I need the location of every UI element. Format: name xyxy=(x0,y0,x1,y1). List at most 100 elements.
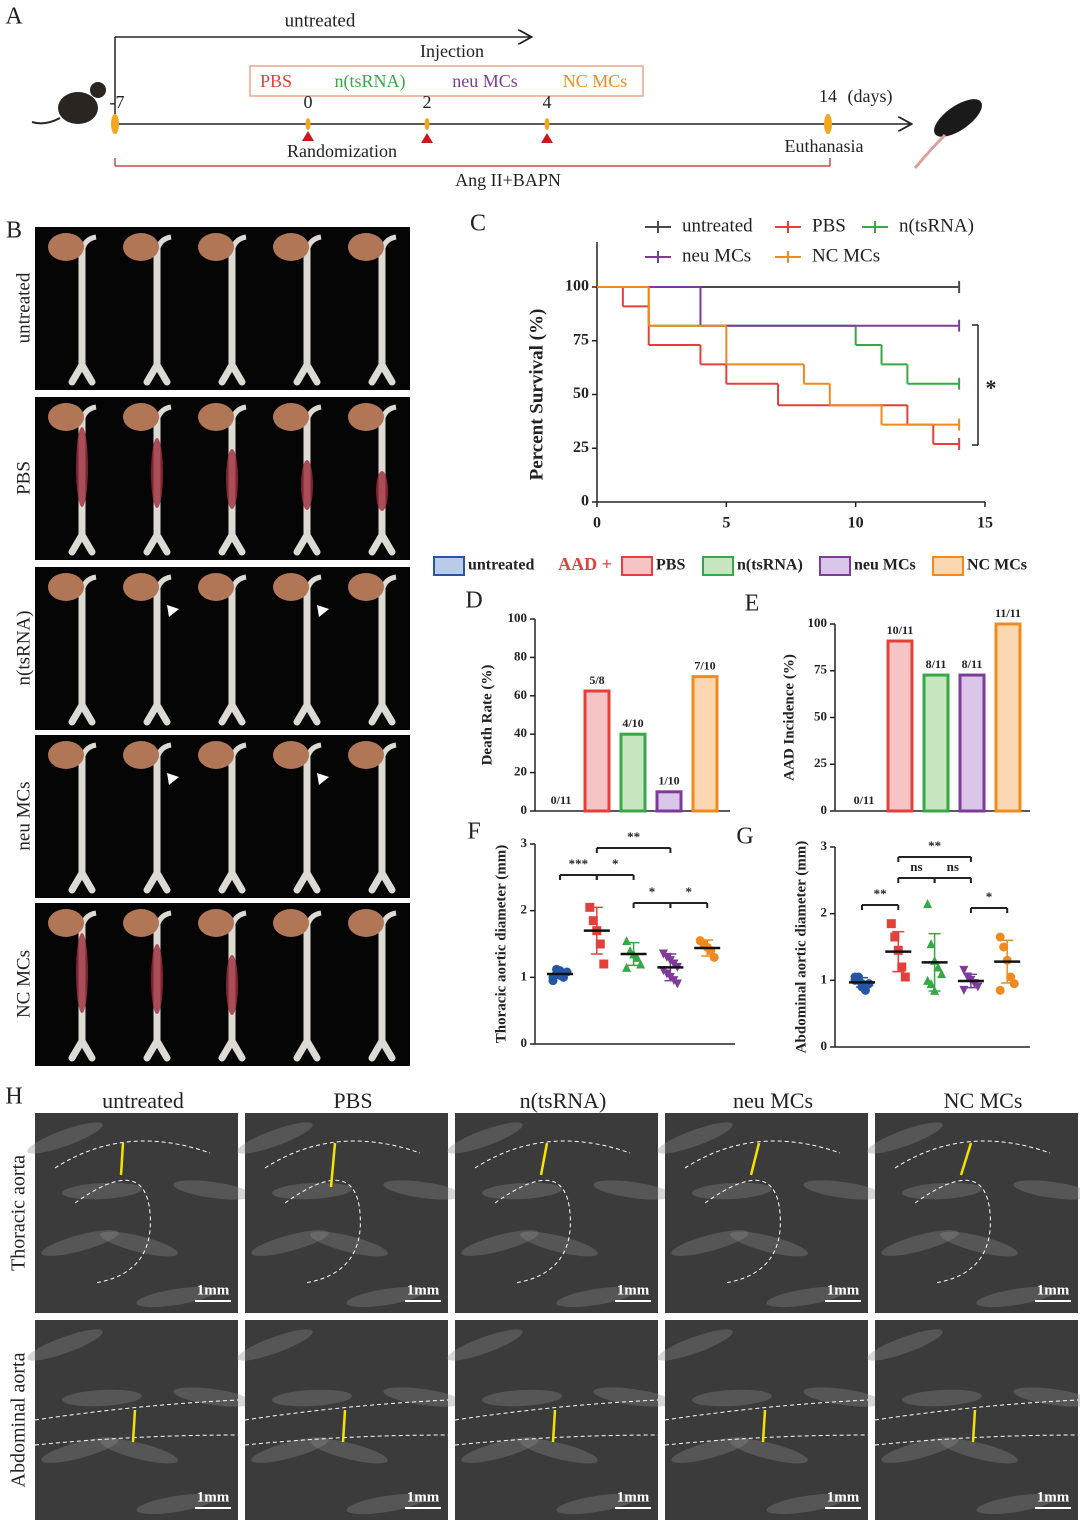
day-label: 2 xyxy=(423,92,432,112)
timepoint-marker xyxy=(544,118,550,130)
x-tick-label: 5 xyxy=(722,515,730,532)
tissue-texture xyxy=(940,1438,1018,1464)
data-point xyxy=(890,932,900,942)
scale-bar-label: 1mm xyxy=(617,1282,650,1298)
ultrasound-image xyxy=(665,1320,868,1520)
column-label: NC MCs xyxy=(944,1088,1023,1113)
tissue-texture xyxy=(556,1286,636,1308)
injection-marker xyxy=(421,133,433,143)
scale-bar-label: 1mm xyxy=(617,1489,650,1505)
data-point xyxy=(636,959,646,969)
data-point xyxy=(926,939,936,949)
tissue-texture xyxy=(1013,1180,1080,1200)
tissue-texture xyxy=(461,1230,539,1256)
scale-bar-label: 1mm xyxy=(407,1489,440,1505)
data-point xyxy=(937,969,947,979)
ultrasound-image xyxy=(875,1320,1078,1520)
y-tick-label: 100 xyxy=(808,615,828,630)
heart xyxy=(123,741,159,769)
bar-value-label: 0/11 xyxy=(854,793,875,807)
tissue-texture xyxy=(383,1180,463,1200)
tissue-texture xyxy=(976,1493,1056,1515)
legend-swatch xyxy=(702,556,734,576)
aorta-vessel xyxy=(143,753,171,894)
legend-swatch xyxy=(932,556,964,576)
y-tick-label: 50 xyxy=(573,385,589,402)
timepoint-marker xyxy=(824,114,832,134)
injection-group: PBS xyxy=(260,71,292,91)
heart xyxy=(348,403,384,431)
tissue-texture xyxy=(346,1286,426,1308)
arrowhead xyxy=(317,773,329,785)
column-label: PBS xyxy=(333,1088,372,1113)
mouse-icon xyxy=(90,82,106,98)
y-tick-label: 50 xyxy=(814,708,827,723)
vessel-outline xyxy=(894,1140,1051,1284)
timepoint-marker xyxy=(111,114,119,134)
significance-label: * xyxy=(649,884,656,899)
significance-label: ns xyxy=(910,859,922,874)
arrowhead xyxy=(167,605,179,617)
injection-group: neu MCs xyxy=(452,71,518,91)
day-label: -7 xyxy=(110,92,125,112)
significance-label: * xyxy=(612,856,619,871)
y-axis-label: Abdominal aortic diameter (mm) xyxy=(793,841,809,1054)
significance-label: ns xyxy=(947,859,959,874)
bar-value-label: 8/11 xyxy=(962,657,983,671)
data-point xyxy=(897,962,907,972)
tissue-texture xyxy=(310,1438,388,1464)
tissue-texture xyxy=(520,1231,598,1257)
aorta-vessel xyxy=(368,753,396,894)
significance-label: * xyxy=(986,889,993,904)
tissue-texture xyxy=(346,1493,426,1515)
bar-value-label: 8/11 xyxy=(926,657,947,671)
tissue-texture xyxy=(593,1387,673,1407)
heart xyxy=(273,909,309,937)
data-point xyxy=(599,959,609,969)
ultrasound-image xyxy=(455,1320,658,1520)
diameter-line xyxy=(761,1409,767,1443)
aorta-vessel xyxy=(368,245,396,386)
data-point xyxy=(709,952,719,962)
ultrasound-image xyxy=(35,1113,238,1313)
y-tick-label: 20 xyxy=(514,764,527,779)
legend-label: neu MCs xyxy=(682,245,751,266)
scale-bar-label: 1mm xyxy=(827,1489,860,1505)
significance-label: ** xyxy=(627,829,640,844)
tissue-texture xyxy=(940,1231,1018,1257)
tissue-texture xyxy=(62,1182,142,1200)
diameter-line xyxy=(971,1409,977,1443)
tissue-texture xyxy=(976,1286,1056,1308)
mouse-icon xyxy=(58,92,98,124)
legend-label: neu MCs xyxy=(854,557,916,574)
aorta-vessel xyxy=(143,245,171,386)
heart xyxy=(48,909,84,937)
y-tick-label: 3 xyxy=(521,835,528,850)
ultrasound-image xyxy=(245,1113,448,1313)
scale-bar-label: 1mm xyxy=(407,1282,440,1298)
panel-label: F xyxy=(467,819,480,845)
treatment-label: Ang II+BAPN xyxy=(455,170,561,190)
bar-value-label: 10/11 xyxy=(887,623,914,637)
row-label: NC MCs xyxy=(13,950,34,1018)
y-tick-label: 100 xyxy=(508,610,528,625)
panel-label: G xyxy=(736,824,753,850)
y-tick-label: 1 xyxy=(821,971,828,986)
scale-bar-label: 1mm xyxy=(1037,1489,1070,1505)
heart xyxy=(123,909,159,937)
panel-label: C xyxy=(470,211,486,237)
data-point xyxy=(995,932,1005,942)
heart xyxy=(273,233,309,261)
x-tick-label: 10 xyxy=(848,515,864,532)
heart xyxy=(273,741,309,769)
bar-value-label: 1/10 xyxy=(658,774,679,788)
diameter-line xyxy=(329,1142,337,1188)
bar xyxy=(691,675,719,813)
heart xyxy=(348,741,384,769)
data-point xyxy=(1006,972,1016,982)
arrowhead xyxy=(317,605,329,617)
vessel-outline xyxy=(474,1140,631,1284)
heart xyxy=(48,741,84,769)
data-point xyxy=(926,979,936,989)
